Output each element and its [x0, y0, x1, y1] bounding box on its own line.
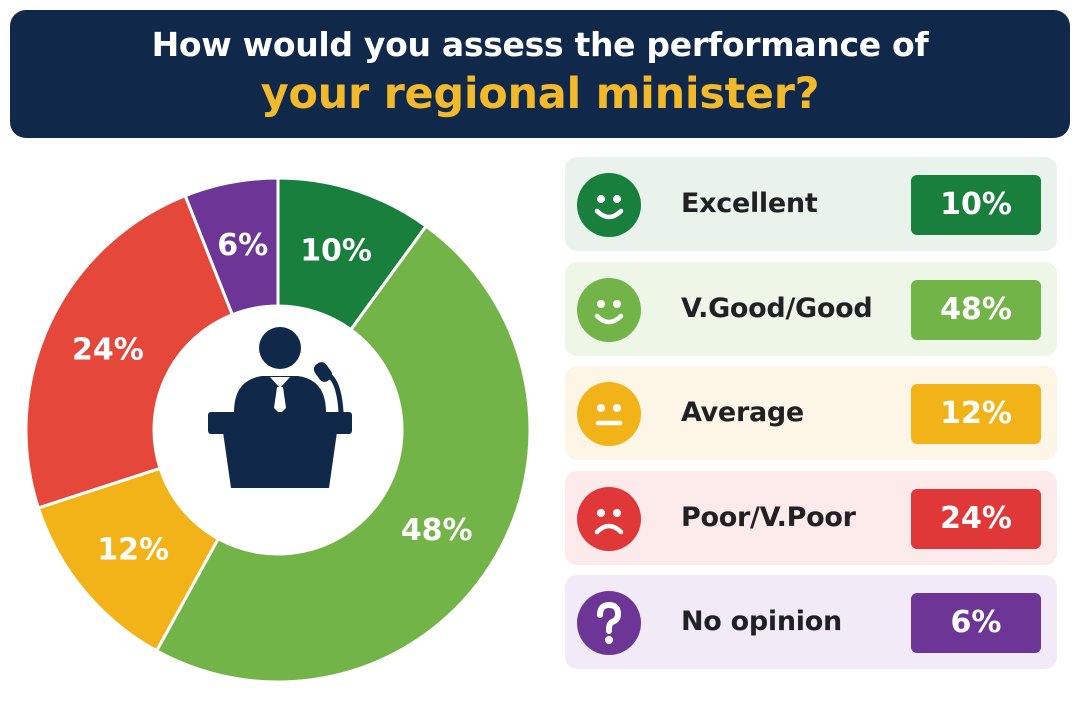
legend-row-poor: Poor/V.Poor 24%: [565, 470, 1057, 565]
neutral-face-icon: [577, 382, 641, 446]
legend-label-no-opinion: No opinion: [681, 606, 842, 637]
title-banner: How would you assess the performance of …: [10, 10, 1070, 138]
slice-label-good: 48%: [401, 513, 473, 548]
legend-value-average: 12%: [911, 384, 1041, 444]
slice-label-poor: 24%: [72, 332, 144, 367]
legend-value-excellent: 10%: [911, 175, 1041, 235]
legend-row-excellent: Excellent 10%: [565, 157, 1057, 251]
legend-value-no-opinion: 6%: [911, 593, 1041, 653]
legend-label-average: Average: [681, 397, 804, 428]
sad-face-icon: [577, 486, 641, 551]
donut-chart: 10% 48% 12% 24% 6%: [24, 176, 532, 684]
legend-value-poor: 24%: [911, 488, 1041, 549]
slice-label-no-opinion: 6%: [217, 228, 268, 263]
smile-face-icon: [577, 173, 641, 237]
speaker-at-podium-icon: [208, 324, 352, 488]
legend-label-good: V.Good/Good: [681, 292, 873, 324]
legend-row-average: Average 12%: [565, 366, 1057, 460]
question-mark-icon: [577, 591, 641, 655]
slice-label-average: 12%: [97, 532, 169, 567]
legend-row-no-opinion: No opinion 6%: [565, 575, 1057, 669]
chart-title-line1: How would you assess the performance of: [151, 25, 929, 64]
smile-face-icon: [577, 277, 641, 342]
legend-row-good: V.Good/Good 48%: [565, 261, 1057, 356]
legend-label-excellent: Excellent: [681, 188, 818, 219]
legend: Excellent 10% V.Good/Good 48% Average 12…: [565, 157, 1057, 680]
slice-label-excellent: 10%: [300, 234, 372, 269]
chart-title-line2: your regional minister?: [260, 69, 820, 119]
donut-slice-poor: [24, 193, 235, 510]
donut-slice-no-opinion: [183, 176, 280, 317]
legend-value-good: 48%: [911, 279, 1041, 340]
legend-label-poor: Poor/V.Poor: [681, 501, 856, 533]
donut-slice-good: [154, 224, 532, 684]
